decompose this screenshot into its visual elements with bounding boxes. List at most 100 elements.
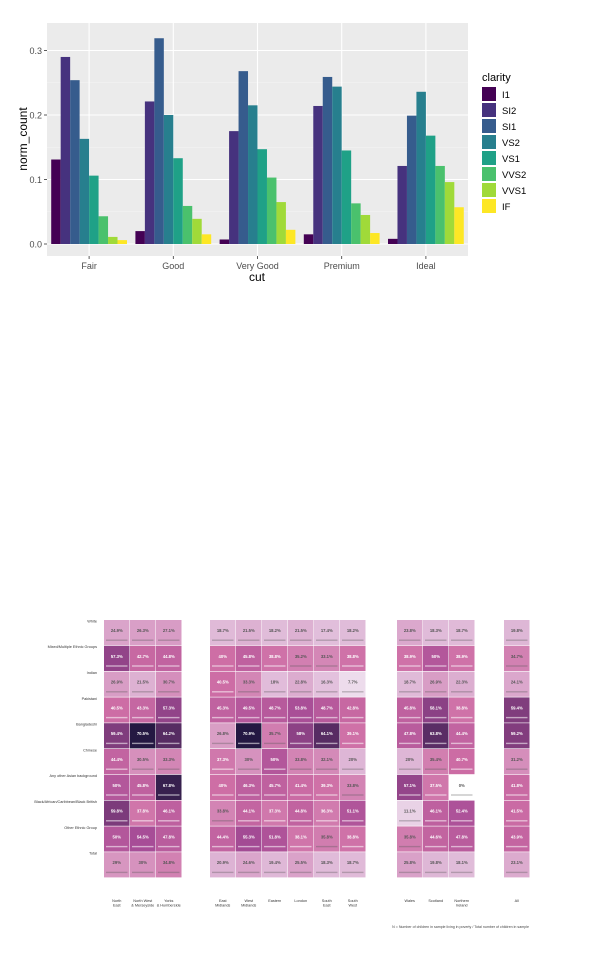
legend-label: VVS2 xyxy=(502,170,526,181)
heatmap-n-mark xyxy=(290,845,312,848)
heatmap-cell xyxy=(423,620,449,646)
heatmap-value: 41.8% xyxy=(511,783,523,788)
heatmap-col-label: North East xyxy=(112,899,121,907)
heatmap-n-mark xyxy=(158,716,180,719)
heatmap-n-mark xyxy=(212,639,234,641)
heatmap-cell xyxy=(397,645,423,671)
heatmap-cell xyxy=(236,697,262,723)
heatmap-value: 19.8% xyxy=(430,860,442,865)
heatmap-value: 35.8% xyxy=(321,834,333,839)
heatmap-value: 35.4% xyxy=(430,757,442,762)
heatmap-value: 46.3% xyxy=(243,783,255,788)
heatmap-n-mark xyxy=(342,768,364,770)
heatmap-n-mark xyxy=(316,768,338,770)
heatmap-value: 18% xyxy=(271,680,280,685)
heatmap-cell xyxy=(449,800,475,826)
heatmap-cell xyxy=(449,620,475,646)
heatmap-cell xyxy=(340,620,366,646)
heatmap-n-mark xyxy=(132,639,154,641)
heatmap-n-mark xyxy=(132,845,154,848)
heatmap-n-mark xyxy=(399,691,421,693)
heatmap-cell xyxy=(236,749,262,775)
heatmap-n-mark xyxy=(238,691,260,693)
heatmap-cell xyxy=(340,852,366,878)
heatmap-value: 30% xyxy=(139,860,148,865)
heatmap-value: 23.8% xyxy=(404,628,416,633)
legend-swatch xyxy=(482,119,496,133)
heatmap-cell xyxy=(262,697,288,723)
heatmap-cell xyxy=(504,620,530,646)
heatmap-cell xyxy=(210,749,236,775)
heatmap-cell xyxy=(236,671,262,697)
heatmap-value: 51.8% xyxy=(269,834,281,839)
heatmap-value: 33.8% xyxy=(217,809,229,814)
heatmap-cell xyxy=(156,671,182,697)
heatmap-n-mark xyxy=(132,794,154,796)
heatmap-cell xyxy=(262,800,288,826)
heatmap-value: 26.8% xyxy=(217,731,229,736)
heatmap-row-label: White xyxy=(87,619,97,623)
heatmap-value: 29% xyxy=(113,860,122,865)
heatmap-value: 67.8% xyxy=(163,783,175,788)
heatmap-value: 46.1% xyxy=(163,809,175,814)
heatmap-cell xyxy=(504,774,530,800)
heatmap-cell xyxy=(397,749,423,775)
heatmap-value: 44.4% xyxy=(111,757,123,762)
heatmap-n-mark xyxy=(451,794,473,796)
heatmap-value: 40.7% xyxy=(456,757,468,762)
heatmap-n-mark xyxy=(212,716,234,719)
heatmap-cell xyxy=(236,723,262,749)
heatmap-n-mark xyxy=(290,716,312,719)
heatmap-n-mark xyxy=(264,742,286,745)
heatmap-cell xyxy=(288,800,314,826)
heatmap-value: 16.3% xyxy=(321,680,333,685)
heatmap-value: 59.8% xyxy=(111,809,123,814)
heatmap-value: 32.1% xyxy=(321,757,333,762)
heatmap-n-mark xyxy=(451,691,473,693)
bar xyxy=(341,150,352,244)
heatmap-n-mark xyxy=(399,794,421,796)
heatmap-n-mark xyxy=(132,871,154,874)
heatmap-cell xyxy=(423,671,449,697)
heatmap-cell xyxy=(130,697,156,723)
heatmap-n-mark xyxy=(451,845,473,848)
bar xyxy=(173,158,183,244)
heatmap-value: 39.3% xyxy=(321,783,333,788)
heatmap-n-mark xyxy=(316,742,338,745)
heatmap-cell xyxy=(156,852,182,878)
heatmap-value: 17.4% xyxy=(321,628,333,633)
heatmap-col-label: All xyxy=(515,899,519,903)
heatmap-cell xyxy=(210,697,236,723)
heatmap-col-label: South East xyxy=(322,899,332,907)
heatmap-value: 50% xyxy=(432,654,441,659)
heatmap-value: 40% xyxy=(219,783,228,788)
heatmap-value: 43.9% xyxy=(511,834,523,839)
bar xyxy=(248,105,258,244)
heatmap-col-label: Northern Ireland xyxy=(454,899,469,907)
heatmap-cell xyxy=(104,723,130,749)
heatmap-cell xyxy=(236,800,262,826)
heatmap-cell xyxy=(314,774,340,800)
heatmap-n-mark xyxy=(212,871,234,874)
heatmap-value: 40% xyxy=(219,654,228,659)
legend-swatch xyxy=(482,103,496,117)
heatmap-col-label: Yorks & Humberside xyxy=(157,899,181,907)
heatmap-cell xyxy=(423,697,449,723)
heatmap-n-mark xyxy=(158,820,180,822)
heatmap-cell xyxy=(340,774,366,800)
heatmap-cell xyxy=(314,800,340,826)
heatmap-row-label: Any other Asian background xyxy=(50,774,98,778)
heatmap-value: 18.1% xyxy=(456,860,468,865)
heatmap-n-mark xyxy=(106,794,128,796)
bar xyxy=(60,56,71,245)
heatmap-value: 45.8% xyxy=(404,705,416,710)
heatmap-cell xyxy=(130,800,156,826)
heatmap-n-mark xyxy=(506,742,528,745)
heatmap-n-mark xyxy=(264,820,286,822)
heatmap-value: 54.5% xyxy=(137,834,149,839)
heatmap-value: 44.4% xyxy=(456,731,468,736)
heatmap-value: 50% xyxy=(113,834,122,839)
heatmap-cell xyxy=(397,697,423,723)
heatmap-n-mark xyxy=(451,768,473,770)
heatmap-value: 38.8% xyxy=(347,834,359,839)
